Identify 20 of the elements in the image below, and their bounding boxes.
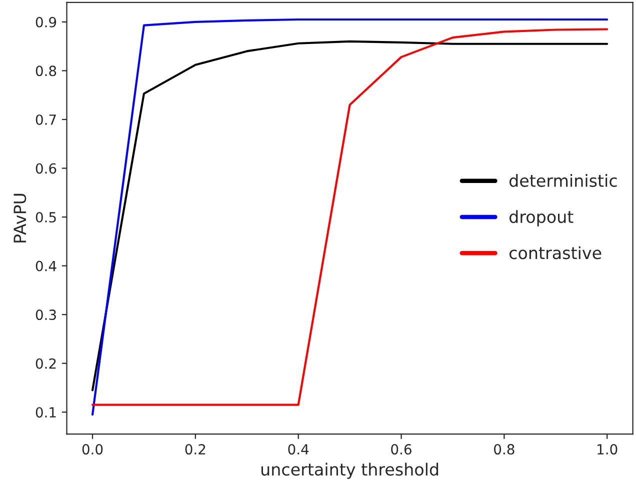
y-tick-label: 0.7: [36, 114, 56, 125]
x-tick-label: 0.2: [185, 444, 206, 455]
y-tick-label: 0.5: [36, 212, 56, 223]
x-tick-label: 1.0: [598, 444, 618, 455]
y-tick-label: 0.9: [36, 16, 56, 28]
y-tick-label: 0.1: [36, 407, 56, 418]
y-tick-label: 0.2: [36, 358, 56, 369]
y-tick-label: 0.6: [36, 163, 56, 174]
x-tick-label: 0.6: [391, 444, 412, 455]
x-tick-label: 0.4: [288, 444, 309, 455]
y-tick-label: 0.8: [36, 66, 56, 76]
legend-label: contrastive: [509, 246, 602, 260]
x-tick-label: 0.8: [494, 444, 514, 455]
x-tick-label: 0.0: [82, 444, 103, 455]
y-tick-label: 0.3: [36, 310, 56, 320]
legend-label: deterministic: [509, 174, 617, 187]
y-tick-label: 0.4: [36, 260, 56, 272]
legend-label: dropout: [509, 210, 574, 226]
y-axis-title: PAvPU: [14, 194, 26, 242]
x-axis-title: uncertainty threshold: [261, 462, 438, 479]
